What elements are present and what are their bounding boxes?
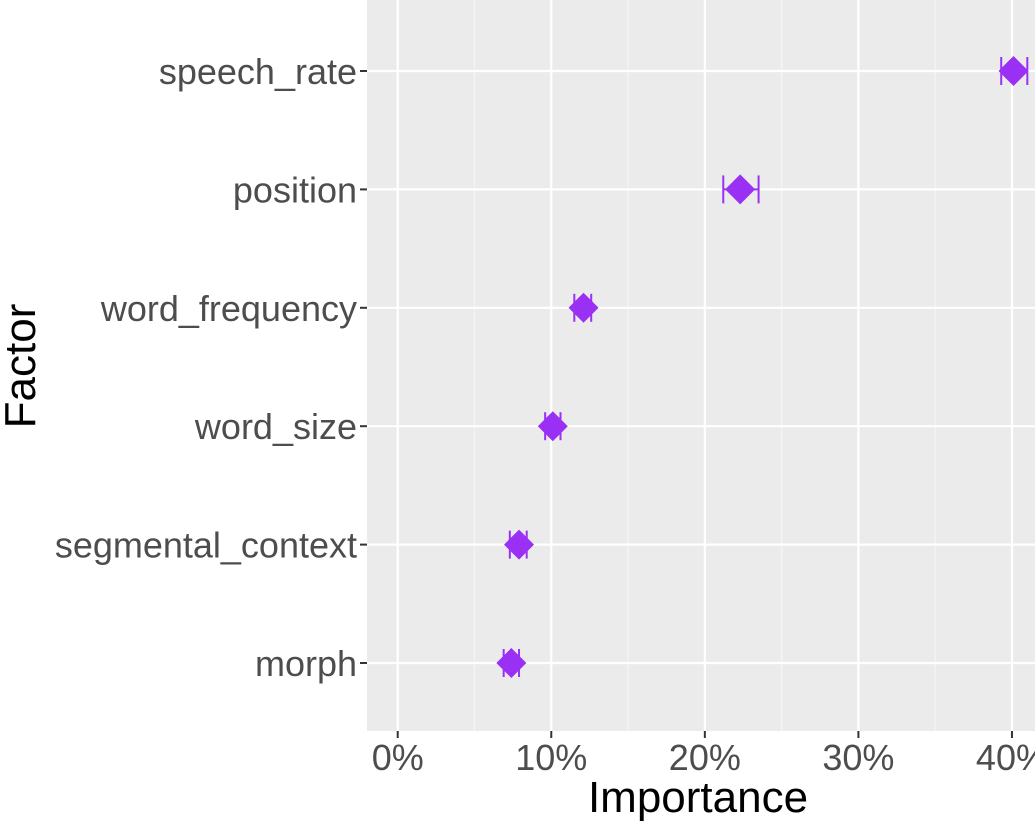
y-tick-label: word_size — [194, 406, 357, 447]
x-tick-label: 20% — [669, 737, 741, 778]
data-point-word_size — [537, 411, 568, 442]
y-tick-label: segmental_context — [55, 525, 357, 566]
grid-minor — [473, 0, 936, 731]
data-point-morph — [496, 648, 527, 678]
x-tick-label: 10% — [515, 737, 587, 778]
x-tick-label: 0% — [372, 737, 424, 778]
data-points — [496, 56, 1029, 678]
y-tick-labels: speech_rate position word_frequency word_si… — [55, 51, 357, 684]
data-point-segmental_context — [504, 529, 535, 560]
data-point-word_frequency — [568, 292, 599, 323]
y-axis-title: Factor — [0, 304, 45, 429]
x-tick-label: 30% — [822, 737, 894, 778]
y-tick-label: morph — [255, 643, 357, 684]
x-axis-title: Importance — [588, 773, 808, 821]
data-point-position — [725, 174, 756, 205]
y-tick-label: position — [233, 169, 357, 210]
y-tick-label: speech_rate — [159, 51, 357, 92]
data-point-speech_rate — [998, 56, 1029, 86]
axis-ticks — [360, 70, 1013, 738]
x-tick-labels: 0% 10% 20% 30% 40% — [372, 737, 1035, 778]
grid-major — [367, 0, 1035, 731]
x-tick-label: 40% — [976, 737, 1035, 778]
y-tick-label: word_frequency — [100, 288, 357, 329]
panel-background — [367, 0, 1035, 731]
